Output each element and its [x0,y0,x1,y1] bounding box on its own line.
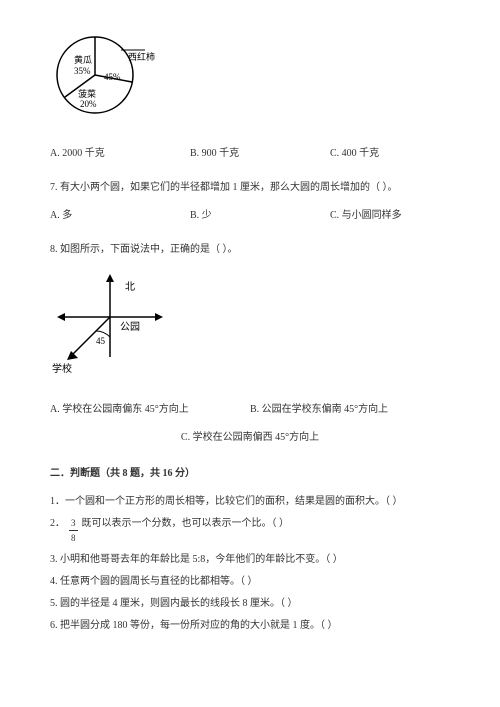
q8-text: 8. 如图所示，下面说法中，正确的是（ ）。 [50,242,450,258]
judge-3: 3. 小明和他哥哥去年的年龄比是 5:8，今年他们的年龄比不变。（ ） [50,552,450,568]
q7-opt-a: A. 多 [50,208,190,224]
q8-opt-b: B. 公园在学校东偏南 45°方向上 [250,402,450,418]
judge-1: 1．一个圆和一个正方形的周长相等，比较它们的面积，结果是圆的面积大。（ ） [50,494,450,510]
judge-5: 5. 圆的半径是 4 厘米，则圆内最长的线段长 8 厘米。（ ） [50,596,450,612]
q7-text: 7. 有大小两个圆，如果它们的半径都增加 1 厘米，那么大圆的周长增加的（ ）。 [50,180,450,196]
q7-options: A. 多 B. 少 C. 与小圆同样多 [50,208,450,224]
q6-opt-a: A. 2000 千克 [50,146,190,162]
tomato-pct: 45% [104,72,121,82]
q6-opt-b: B. 900 千克 [190,146,330,162]
judge-6: 6. 把半圆分成 180 等份，每一份所对应的角的大小就是 1 度。（ ） [50,618,450,634]
judge-2: 2． 3 8 既可以表示一个分数，也可以表示一个比。（ ） [50,516,450,546]
q8-diagram: 北 公园 45 学校 [50,272,450,388]
north-label: 北 [125,281,135,293]
cucumber-pct: 35% [74,66,91,76]
q8-options-ab: A. 学校在公园南偏东 45°方向上 B. 公园在学校东偏南 45°方向上 [50,402,450,418]
park-label: 公园 [120,321,140,333]
j2-prefix: 2． [50,516,65,546]
j2-fraction: 3 8 [69,516,78,546]
angle-label: 45 [96,336,106,346]
spinach-pct: 20% [80,99,97,109]
spinach-label: 菠菜 [78,88,96,99]
q6-options: A. 2000 千克 B. 900 千克 C. 400 千克 [50,146,450,162]
q6-opt-c: C. 400 千克 [330,146,450,162]
q8-opt-a: A. 学校在公园南偏东 45°方向上 [50,402,250,418]
j2-suffix: 既可以表示一个分数，也可以表示一个比。（ ） [82,516,290,546]
judge-4: 4. 任意两个圆的圆周长与直径的比都相等。（ ） [50,574,450,590]
tomato-label: 西红柿 [128,51,155,62]
school-label: 学校 [52,362,72,375]
q7-opt-c: C. 与小圆同样多 [330,208,450,224]
section2-header: 二．判断题（共 8 题，共 16 分） [50,466,450,482]
q8-opt-c: C. 学校在公园南偏西 45°方向上 [50,430,450,446]
pie-chart: 黄瓜 35% 西红柿 45% 菠菜 20% [50,30,450,126]
q7-opt-b: B. 少 [190,208,330,224]
cucumber-label: 黄瓜 [74,54,92,65]
